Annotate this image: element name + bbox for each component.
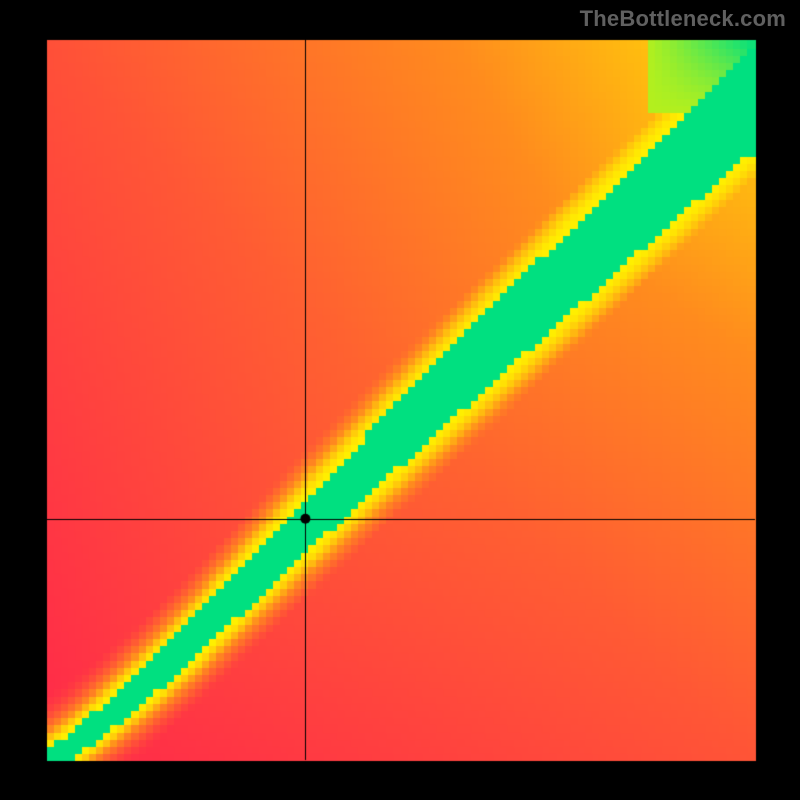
watermark-text: TheBottleneck.com	[580, 6, 786, 32]
bottleneck-heatmap	[0, 0, 800, 800]
